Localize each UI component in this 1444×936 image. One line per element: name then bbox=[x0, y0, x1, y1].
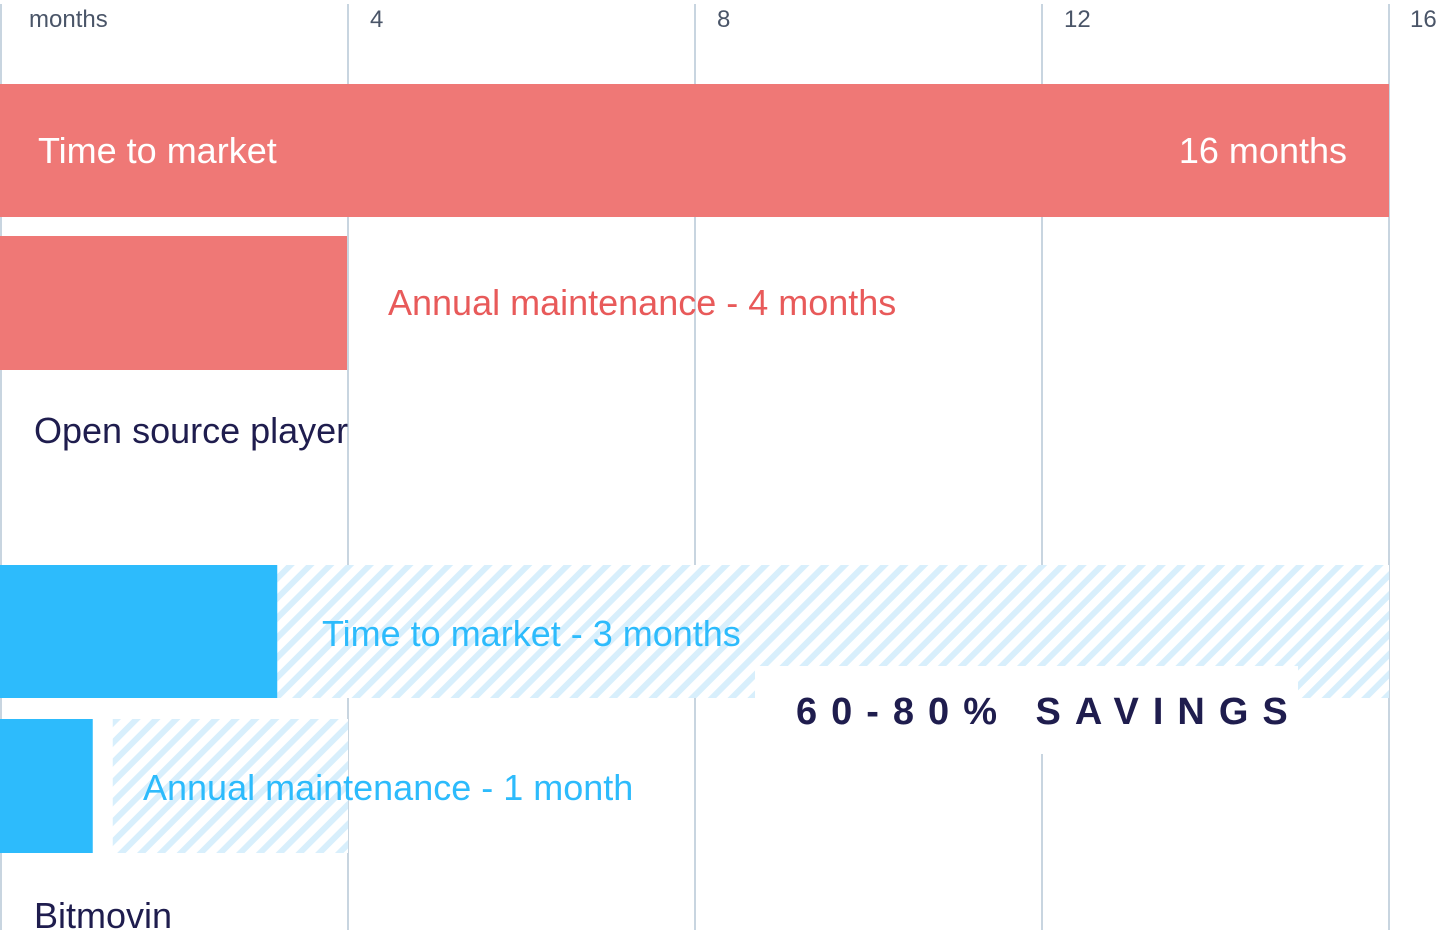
group-label-bitmovin: Bitmovin bbox=[34, 895, 172, 936]
bar-label-open-source-annual-maintenance: Annual maintenance - 4 months bbox=[388, 282, 896, 323]
bar-label-bitmovin-annual-maintenance: Annual maintenance - 1 month bbox=[143, 767, 633, 808]
group-label-open-source-player: Open source player bbox=[34, 410, 348, 451]
savings-annotation: 60-80% SAVINGS bbox=[796, 691, 1302, 733]
bar-open-source-time-to-market bbox=[0, 84, 1389, 217]
hatch-bitmovin-annual-maintenance bbox=[112, 719, 348, 853]
bar-label-bitmovin-time-to-market: Time to market - 3 months bbox=[322, 613, 741, 654]
bar-label-open-source-time-to-market: Time to market bbox=[38, 130, 277, 171]
x-tick-label-16: 16 bbox=[1410, 6, 1437, 33]
savings-annotation-background bbox=[755, 666, 1298, 754]
x-axis-unit-label: months bbox=[29, 6, 108, 33]
bar-open-source-annual-maintenance bbox=[0, 236, 347, 370]
x-tick-label-8: 8 bbox=[717, 6, 730, 33]
value-label-open-source-time-to-market: 16 months bbox=[1179, 130, 1347, 171]
x-tick-label-4: 4 bbox=[370, 6, 383, 33]
bar-bitmovin-annual-maintenance bbox=[0, 719, 93, 853]
bar-bitmovin-time-to-market bbox=[0, 565, 278, 698]
x-tick-label-12: 12 bbox=[1064, 6, 1091, 33]
